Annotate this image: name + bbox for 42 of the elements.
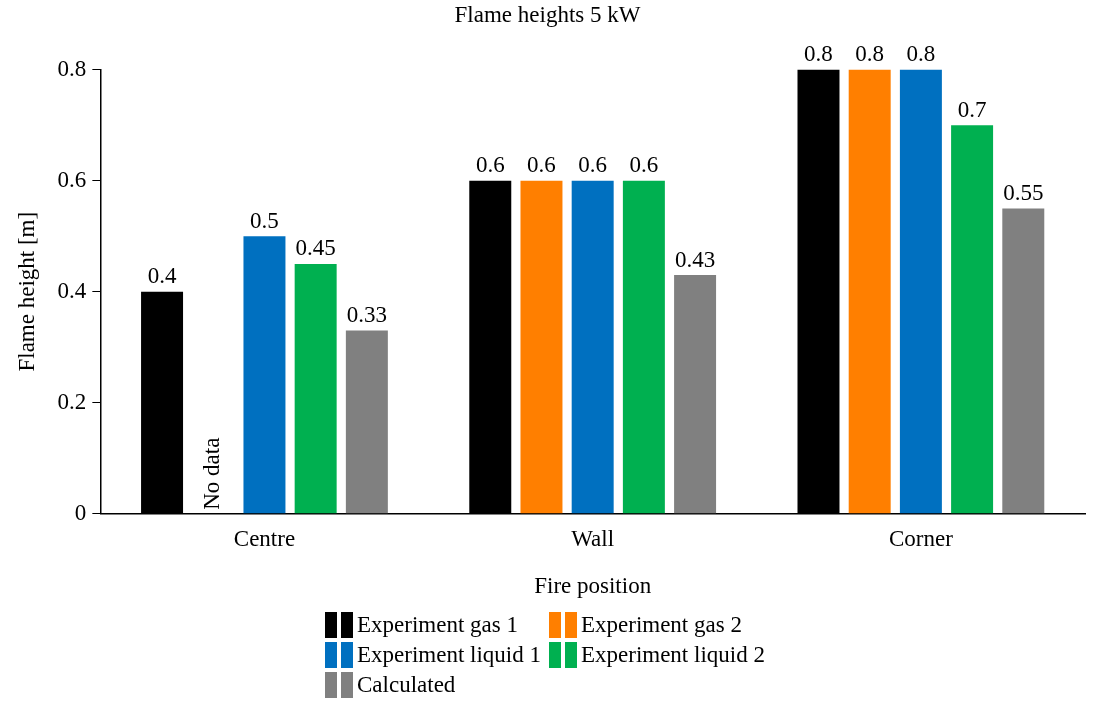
y-tick-label: 0.2 [57,388,87,414]
data-label: 0.5 [250,207,279,233]
data-label: 0.45 [295,235,336,261]
bar [1002,208,1045,514]
data-label: 0.33 [346,302,387,328]
annotation: No data [199,437,225,510]
data-label: 0.6 [629,152,659,178]
data-label: 0.4 [147,263,177,289]
data-label: 0.7 [957,96,987,122]
legend-label: Experiment liquid 1 [357,642,541,668]
bar [294,263,337,514]
bar [951,125,994,514]
bar [345,330,388,514]
data-label: 0.6 [527,152,556,178]
bar [243,236,286,514]
bar [848,69,891,514]
bar [520,180,563,514]
x-axis-title: Fire position [534,573,652,599]
bar [674,275,717,514]
data-label: 0.8 [855,41,885,67]
bar [571,180,614,514]
y-axis-title: Flame height [m] [13,211,39,372]
x-tick-label: Centre [233,525,296,551]
data-label: 0.8 [804,41,833,67]
y-tick-label: 0.6 [57,166,87,192]
x-tick-label: Wall [571,525,615,551]
y-tick-label: 0 [74,499,87,525]
data-label: 0.43 [674,246,716,272]
data-label: 0.8 [906,41,936,67]
chart-title: Flame heights 5 kW [454,1,641,27]
bar [899,69,942,514]
legend-label: Calculated [357,672,456,698]
bar [622,180,665,514]
legend-label: Experiment gas 2 [580,612,742,638]
y-tick-label: 0.8 [57,55,87,81]
legend-label: Experiment liquid 2 [580,642,765,668]
legend-label: Experiment gas 1 [357,612,518,638]
data-label: 0.6 [475,152,505,178]
y-tick-label: 0.4 [57,277,87,303]
x-tick-label: Corner [888,525,954,551]
data-label: 0.55 [1003,179,1044,205]
data-label: 0.6 [578,152,608,178]
